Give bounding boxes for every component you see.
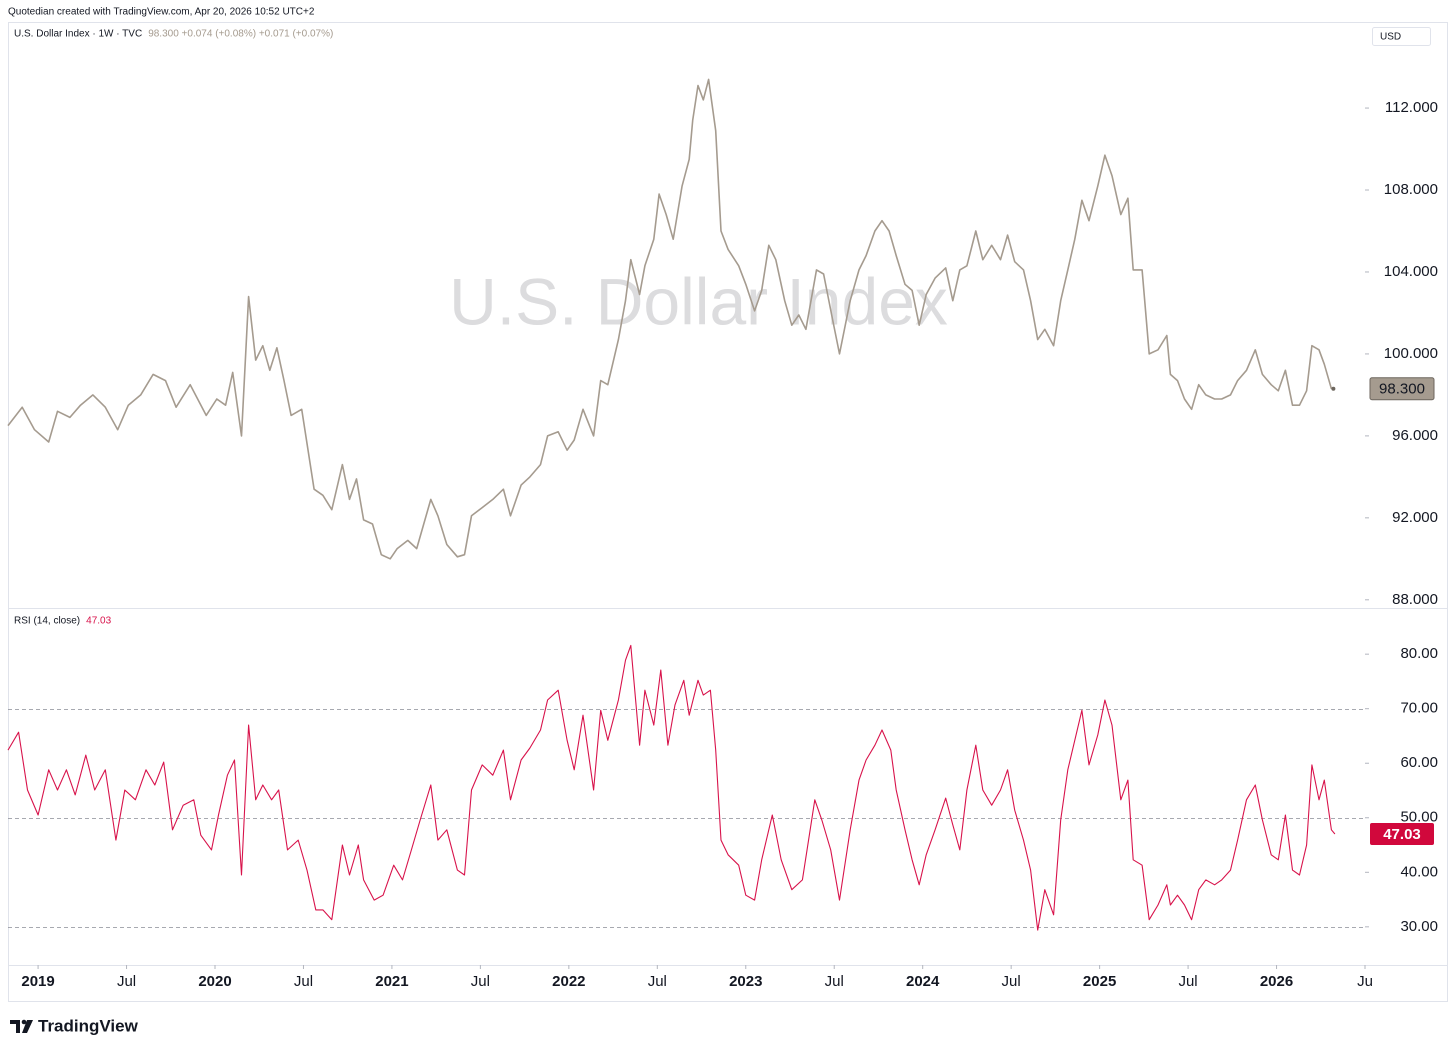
y-tick-label: 96.000	[1392, 427, 1438, 444]
pane-value: 98.300 +0.074 (+0.08%) +0.071 (+0.07%)	[148, 29, 333, 40]
x-tick-label: Ju	[1357, 973, 1373, 990]
header-text: Quotedian created with TradingView.com, …	[8, 7, 315, 18]
data-line	[7, 78, 1333, 560]
x-tick-label: 2021	[375, 973, 408, 990]
footer-text: TradingView	[38, 1016, 139, 1035]
y-tick-label: 40.00	[1400, 863, 1438, 880]
price-label: 98.300	[1379, 381, 1425, 398]
y-tick-label: 88.000	[1392, 591, 1438, 608]
x-tick-label: Jul	[1178, 973, 1197, 990]
y-tick-label: 50.00	[1400, 809, 1438, 826]
pane-title: RSI (14, close)	[14, 616, 80, 627]
x-tick-label: Jul	[471, 973, 490, 990]
y-tick-label: 70.00	[1400, 700, 1438, 717]
pane-title: U.S. Dollar Index · 1W · TVC	[14, 29, 142, 40]
pane-value: 47.03	[86, 616, 111, 627]
logo-slash	[22, 1020, 33, 1033]
x-tick-label: 2024	[906, 973, 940, 990]
price-label-box	[1369, 377, 1435, 401]
currency-label: USD	[1380, 32, 1401, 43]
x-tick-label: 2019	[21, 973, 54, 990]
y-tick-label: 100.000	[1384, 345, 1438, 362]
logo-dot	[21, 1019, 27, 1025]
y-tick-label: 92.000	[1392, 509, 1438, 526]
data-line	[7, 644, 1336, 931]
x-tick-label: Jul	[648, 973, 667, 990]
x-tick-label: 2022	[552, 973, 585, 990]
x-tick-label: 2023	[729, 973, 762, 990]
logo-mark	[10, 1020, 20, 1033]
chart-frame	[8, 22, 1448, 1002]
price-label-box	[1370, 822, 1434, 845]
x-tick-label: 2026	[1260, 973, 1293, 990]
x-tick-label: 2020	[198, 973, 231, 990]
currency-box	[1372, 27, 1431, 46]
y-tick-label: 108.000	[1384, 181, 1438, 198]
x-tick-label: Jul	[825, 973, 844, 990]
watermark: U.S. Dollar Index	[449, 264, 948, 338]
x-tick-label: 2025	[1083, 973, 1116, 990]
y-tick-label: 80.00	[1400, 645, 1438, 662]
last-point	[1331, 386, 1336, 391]
footer-logo	[10, 1019, 33, 1033]
y-tick-label: 104.000	[1384, 263, 1438, 280]
x-tick-label: Jul	[117, 973, 136, 990]
x-tick-label: Jul	[294, 973, 313, 990]
y-tick-label: 30.00	[1400, 918, 1438, 935]
price-label: 47.03	[1383, 826, 1421, 843]
y-tick-label: 60.00	[1400, 754, 1438, 771]
y-tick-label: 112.000	[1385, 99, 1438, 116]
x-tick-label: Jul	[1002, 973, 1021, 990]
